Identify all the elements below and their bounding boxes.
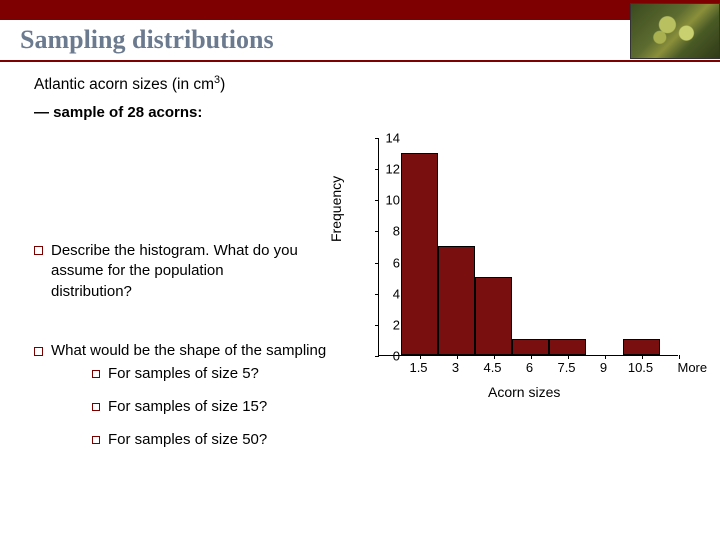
accent-bar — [0, 0, 720, 20]
y-tick-label: 12 — [386, 162, 400, 177]
subtitle-text: Atlantic acorn sizes (in cm — [34, 76, 214, 93]
y-tick-label: 2 — [393, 317, 400, 332]
title-bar: Sampling distributions — [0, 20, 720, 62]
x-tick-label: 4.5 — [483, 360, 501, 375]
x-tick-label: More — [678, 360, 708, 375]
y-tick-label: 14 — [386, 131, 400, 146]
subtitle-suffix: ) — [220, 76, 225, 93]
x-tick-label: 10.5 — [628, 360, 653, 375]
bullet-icon — [34, 246, 43, 255]
bullet-icon — [34, 347, 43, 356]
sub-bullet-text: For samples of size 15? — [108, 398, 267, 415]
bullet-text: Describe the histogram. What do you assu… — [51, 241, 304, 302]
sub-bullet-text: For samples of size 5? — [108, 365, 259, 382]
y-tick-label: 4 — [393, 286, 400, 301]
x-tick-label: 7.5 — [557, 360, 575, 375]
bullet-icon — [92, 370, 100, 378]
plot-area — [378, 138, 678, 356]
bullet-describe: Describe the histogram. What do you assu… — [34, 241, 304, 302]
histogram-bar — [549, 339, 586, 355]
lead-word: Describe — [51, 242, 110, 259]
content-area: Atlantic acorn sizes (in cm3) — sample o… — [0, 62, 720, 448]
histogram-bar — [512, 339, 549, 355]
x-tick-label: 1.5 — [409, 360, 427, 375]
sample-line: — sample of 28 acorns: — [34, 104, 700, 121]
page-title: Sampling distributions — [20, 25, 274, 55]
y-tick-label: 6 — [393, 255, 400, 270]
histogram-bar — [475, 277, 512, 355]
lead-word: What — [51, 342, 86, 359]
x-tick-label: 9 — [600, 360, 607, 375]
histogram-bar — [438, 246, 475, 355]
y-axis-title: Frequency — [328, 176, 344, 242]
histogram-bar — [623, 339, 660, 355]
bullet-icon — [92, 403, 100, 411]
x-axis-title: Acorn sizes — [488, 384, 560, 400]
sub-bullet: For samples of size 50? — [92, 431, 700, 448]
y-tick-label: 8 — [393, 224, 400, 239]
slide: Sampling distributions Atlantic acorn si… — [0, 0, 720, 540]
subtitle: Atlantic acorn sizes (in cm3) — [34, 74, 700, 94]
y-tick-label: 0 — [393, 349, 400, 364]
histogram-bar — [401, 153, 438, 355]
histogram-chart: Frequency Acorn sizes 0 2 4 6 8 10 12 14 1.5 3 4.5… — [328, 132, 708, 410]
bullet-icon — [92, 436, 100, 444]
sub-bullet-text: For samples of size 50? — [108, 431, 267, 448]
x-tick-label: 3 — [452, 360, 459, 375]
x-tick-label: 6 — [526, 360, 533, 375]
y-tick-label: 10 — [386, 193, 400, 208]
decorative-image — [630, 3, 720, 59]
